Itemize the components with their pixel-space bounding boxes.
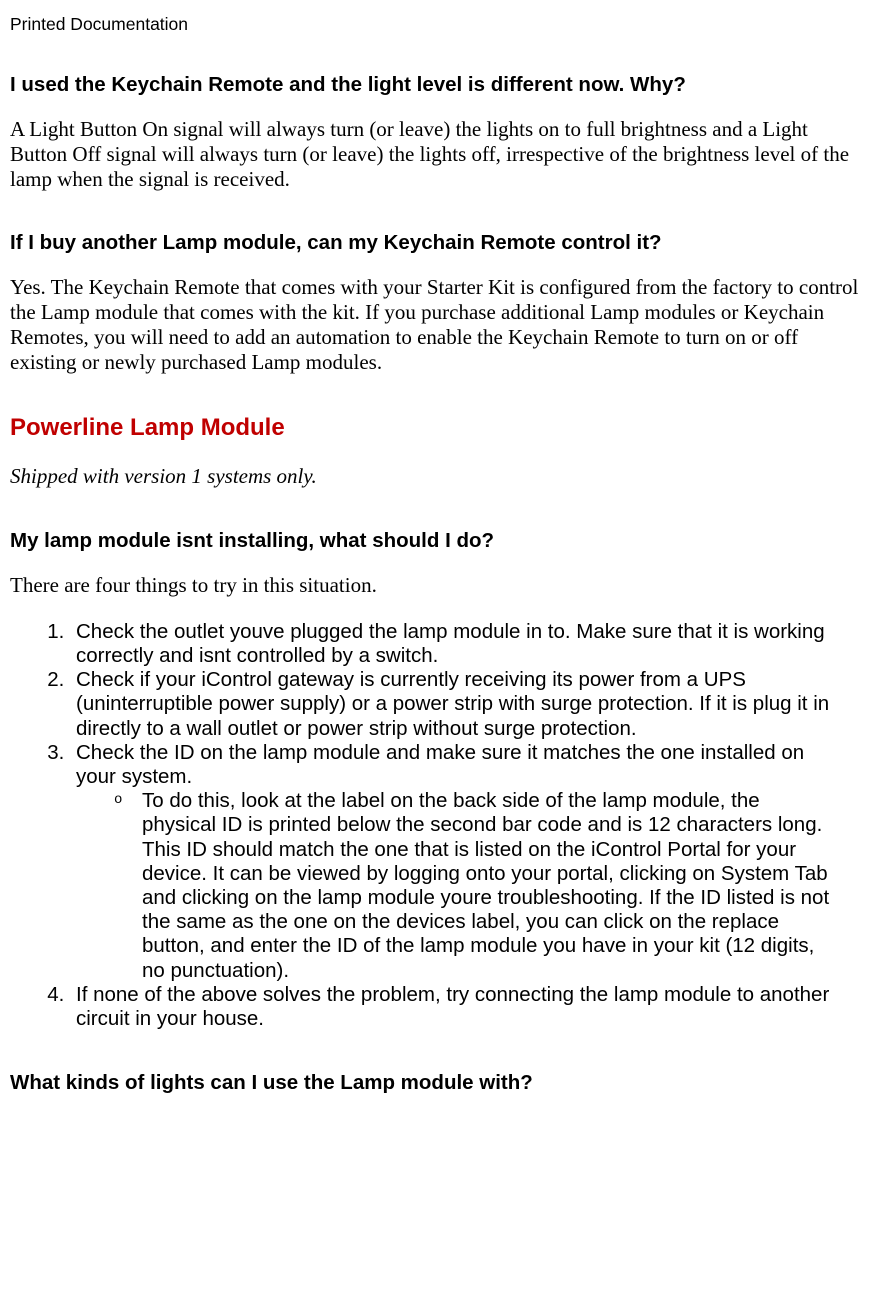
- question-heading-2: If I buy another Lamp module, can my Key…: [10, 231, 862, 255]
- answer-body-2: Yes. The Keychain Remote that comes with…: [10, 275, 862, 374]
- answer-body-1: A Light Button On signal will always tur…: [10, 117, 862, 191]
- page-header: Printed Documentation: [10, 14, 862, 35]
- question-heading-1: I used the Keychain Remote and the light…: [10, 73, 862, 97]
- section-title: Powerline Lamp Module: [10, 414, 862, 442]
- list-item: If none of the above solves the problem,…: [70, 983, 838, 1031]
- question-heading-4: What kinds of lights can I use the Lamp …: [10, 1071, 862, 1095]
- list-item: Check the ID on the lamp module and make…: [70, 741, 838, 983]
- list-item-text: Check the ID on the lamp module and make…: [76, 741, 804, 788]
- answer-intro-3: There are four things to try in this sit…: [10, 573, 862, 598]
- sub-list-item: To do this, look at the label on the bac…: [114, 789, 838, 983]
- troubleshoot-list: Check the outlet youve plugged the lamp …: [34, 620, 838, 1031]
- list-item: Check the outlet youve plugged the lamp …: [70, 620, 838, 668]
- section-subtitle: Shipped with version 1 systems only.: [10, 464, 862, 489]
- list-item: Check if your iControl gateway is curren…: [70, 668, 838, 741]
- sub-list: To do this, look at the label on the bac…: [76, 789, 838, 983]
- question-heading-3: My lamp module isnt installing, what sho…: [10, 529, 862, 553]
